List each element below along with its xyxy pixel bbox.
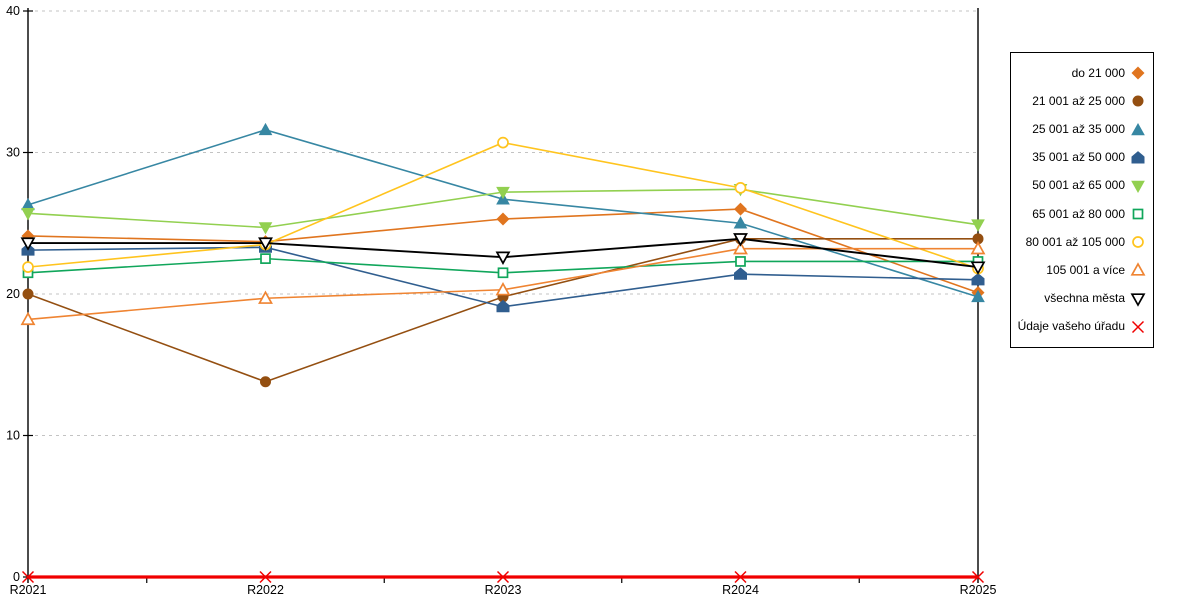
series-7-point-R2023-icon — [495, 282, 511, 296]
series-8-point-R2021-icon — [20, 237, 36, 251]
legend-item-8[interactable]: všechna města — [1011, 291, 1153, 307]
series-9-point-R2024-icon — [734, 570, 747, 584]
square-marker-icon — [1132, 208, 1144, 220]
series-6-point-R2023-icon — [497, 136, 509, 149]
legend-item-9[interactable]: Údaje vašeho úřadu — [1011, 319, 1153, 335]
series-8-point-R2024-icon — [733, 233, 748, 247]
series-0-point-R2023-icon — [496, 212, 510, 226]
series-5-point-R2024-icon — [735, 256, 746, 267]
triangle-up-glyph — [1130, 262, 1146, 277]
series-4-point-R2021-icon — [21, 208, 35, 221]
triangle-up-glyph — [1131, 122, 1145, 135]
triangle-up-marker-icon — [1131, 122, 1145, 135]
y-tick-label-40: 40 — [6, 4, 20, 18]
series-6-point-R2024-icon — [734, 182, 747, 194]
series-3-point-R2023-icon — [496, 299, 510, 313]
series-8-point-R2023-icon — [495, 251, 511, 265]
legend-item-label: 50 001 až 65 000 — [1032, 178, 1125, 193]
legend-item-label: Údaje vašeho úřadu — [1017, 319, 1125, 334]
y-tick-label-20: 20 — [6, 287, 20, 301]
legend-item-2[interactable]: 25 001 až 35 000 — [1011, 122, 1153, 138]
x-tick-label-R2023: R2023 — [485, 583, 522, 597]
triangle-down-marker-icon — [1130, 292, 1146, 307]
x-tick-label-R2025: R2025 — [960, 583, 997, 597]
legend-item-label: všechna města — [1044, 291, 1125, 306]
series-9-point-R2021-icon — [21, 570, 35, 584]
series-4-point-R2022-icon — [258, 222, 273, 235]
legend-item-label: 65 001 až 80 000 — [1032, 206, 1125, 221]
x-marker-icon — [1131, 320, 1145, 333]
pentagon-glyph — [1131, 150, 1145, 164]
y-tick-label-10: 10 — [6, 429, 20, 443]
x-tick-label-R2021: R2021 — [10, 583, 47, 597]
legend-item-0[interactable]: do 21 000 — [1011, 65, 1153, 81]
triangle-up-marker-icon — [1130, 262, 1146, 277]
legend-item-7[interactable]: 105 001 a více — [1011, 262, 1153, 278]
legend-item-label: 105 001 a více — [1046, 262, 1125, 277]
circle-glyph — [1132, 236, 1144, 249]
series-0-point-R2024-icon — [733, 202, 748, 216]
series-9-point-R2023-icon — [496, 570, 510, 584]
legend-item-3[interactable]: 35 001 až 50 000 — [1011, 150, 1153, 166]
diamond-glyph — [1131, 66, 1145, 80]
legend-item-label: do 21 000 — [1071, 65, 1125, 80]
x-tick-label-R2022: R2022 — [247, 583, 284, 597]
series-5-point-R2022-icon — [260, 253, 271, 264]
triangle-down-glyph — [1130, 292, 1146, 307]
x-tick-label-R2024: R2024 — [722, 583, 759, 597]
legend-item-5[interactable]: 65 001 až 80 000 — [1011, 206, 1153, 222]
series-8-point-R2022-icon — [258, 237, 273, 251]
legend-item-label: 25 001 až 35 000 — [1032, 122, 1125, 137]
legend-item-label: 80 001 až 105 000 — [1025, 234, 1125, 249]
circle-glyph — [1132, 95, 1144, 107]
diamond-marker-icon — [1131, 66, 1145, 80]
circle-marker-icon — [1132, 236, 1144, 249]
series-6-point-R2021-icon — [22, 261, 34, 273]
series-4-point-R2023-icon — [496, 186, 510, 200]
series-1-point-R2021-icon — [22, 288, 34, 300]
series-4-point-R2025-icon — [971, 219, 985, 232]
legend-item-1[interactable]: 21 001 až 25 000 — [1011, 93, 1153, 109]
y-tick-label-30: 30 — [6, 146, 20, 160]
square-glyph — [1132, 208, 1144, 220]
series-7-point-R2025-icon — [970, 240, 986, 255]
legend-item-label: 35 001 až 50 000 — [1032, 150, 1125, 165]
series-5-point-R2023-icon — [497, 267, 509, 279]
pentagon-marker-icon — [1131, 150, 1145, 164]
series-9-point-R2025-icon — [971, 570, 985, 584]
series-2-point-R2022-icon — [258, 122, 273, 136]
legend-item-4[interactable]: 50 001 až 65 000 — [1011, 178, 1153, 194]
triangle-down-glyph — [1131, 180, 1145, 193]
legend: do 21 000 21 001 až 25 000 25 001 až 35 00… — [1010, 52, 1154, 348]
x-glyph — [1131, 320, 1145, 333]
legend-item-6[interactable]: 80 001 až 105 000 — [1011, 234, 1153, 250]
series-7-point-R2021-icon — [20, 311, 36, 326]
circle-marker-icon — [1132, 95, 1144, 107]
series-7-point-R2024-icon — [733, 240, 748, 255]
series-9-point-R2022-icon — [259, 570, 272, 584]
series-3-point-R2024-icon — [734, 267, 747, 280]
series-2-point-R2024-icon — [733, 216, 748, 229]
series-3-point-R2025-icon — [971, 272, 985, 286]
series-8-point-R2025-icon — [970, 261, 986, 275]
y-tick-label-0: 0 — [13, 570, 20, 584]
series-1-point-R2022-icon — [260, 376, 271, 388]
legend-item-label: 21 001 až 25 000 — [1032, 93, 1125, 108]
series-2-point-R2025-icon — [971, 289, 985, 303]
triangle-down-marker-icon — [1131, 180, 1145, 193]
series-7-point-R2022-icon — [258, 290, 273, 304]
